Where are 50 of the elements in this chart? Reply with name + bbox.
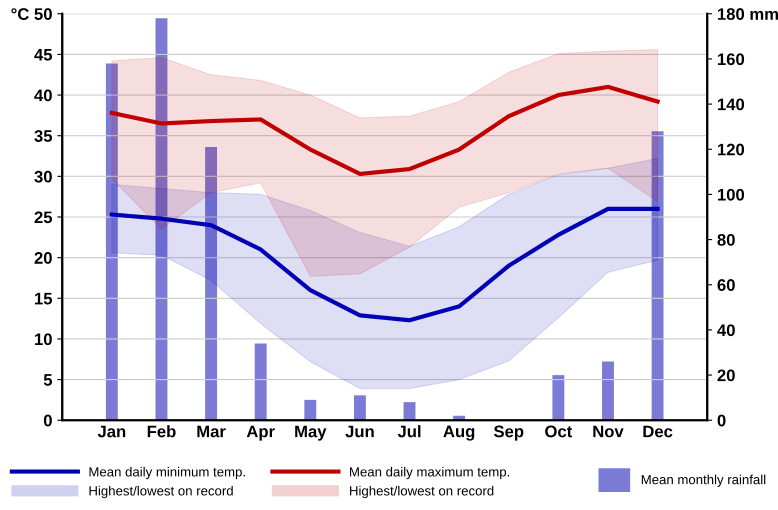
y2-tick-label: 80 [717, 234, 735, 246]
y2-tick-label: 100 [718, 188, 744, 201]
y-tick-label: 30 [34, 170, 52, 183]
y-tick-label: 15 [35, 292, 52, 304]
y-tick-label: °C 50 [11, 8, 52, 20]
y2-tick-label: 40 [717, 324, 735, 336]
y2-tick-label: 60 [718, 279, 735, 291]
y-tick-label: 40 [34, 89, 52, 102]
bar [205, 147, 218, 420]
bar [304, 400, 316, 420]
x-tick-label: Oct [545, 426, 572, 438]
x-tick-label: May [295, 426, 326, 441]
y2-tick-label: 180 mm [718, 8, 778, 20]
y-tick-label: 5 [44, 374, 52, 386]
bar [404, 402, 416, 420]
x-tick-label: Jun [345, 426, 374, 438]
legend-label: Mean daily maximum temp. [350, 466, 510, 480]
x-tick-label: Sep [494, 426, 524, 441]
y2-tick-label: 120 [718, 144, 744, 156]
bar [602, 362, 614, 420]
x-tick-label: Dec [643, 426, 672, 438]
line-series [110, 84, 660, 176]
x-tick-label: Feb [148, 425, 176, 438]
x-tick-label: Jul [398, 425, 420, 438]
x-tick-label: Aug [443, 426, 474, 441]
bar [254, 343, 267, 420]
bar [156, 18, 168, 420]
x-tick-label: Mar [197, 426, 226, 438]
legend-label: Mean daily minimum temp. [89, 466, 245, 480]
bar [652, 131, 664, 420]
x-tick-label: Jan [98, 426, 126, 438]
x-tick-label: Apr [246, 426, 275, 441]
bar [106, 63, 118, 420]
y2-tick-label: 20 [718, 369, 735, 382]
bar [552, 375, 564, 420]
y-tick-label: 25 [34, 211, 52, 224]
legend-label: Mean monthly rainfall [642, 474, 766, 487]
y-tick-label: 35 [34, 130, 52, 142]
bar [354, 395, 366, 420]
y-tick-label: 20 [34, 252, 52, 264]
y2-tick-label: 0 [718, 414, 726, 426]
y-tick-label: 0 [44, 414, 52, 426]
y2-tick-label: 140 [718, 98, 744, 110]
line-series [110, 206, 660, 322]
y2-tick-label: 160 [718, 53, 744, 66]
y-tick-label: 45 [34, 48, 52, 61]
y-tick-label: 10 [35, 333, 52, 346]
text: Highest/lowest on record [350, 486, 494, 498]
x-tick-label: Nov [593, 426, 624, 438]
text: Highest/lowest on record [89, 486, 233, 498]
